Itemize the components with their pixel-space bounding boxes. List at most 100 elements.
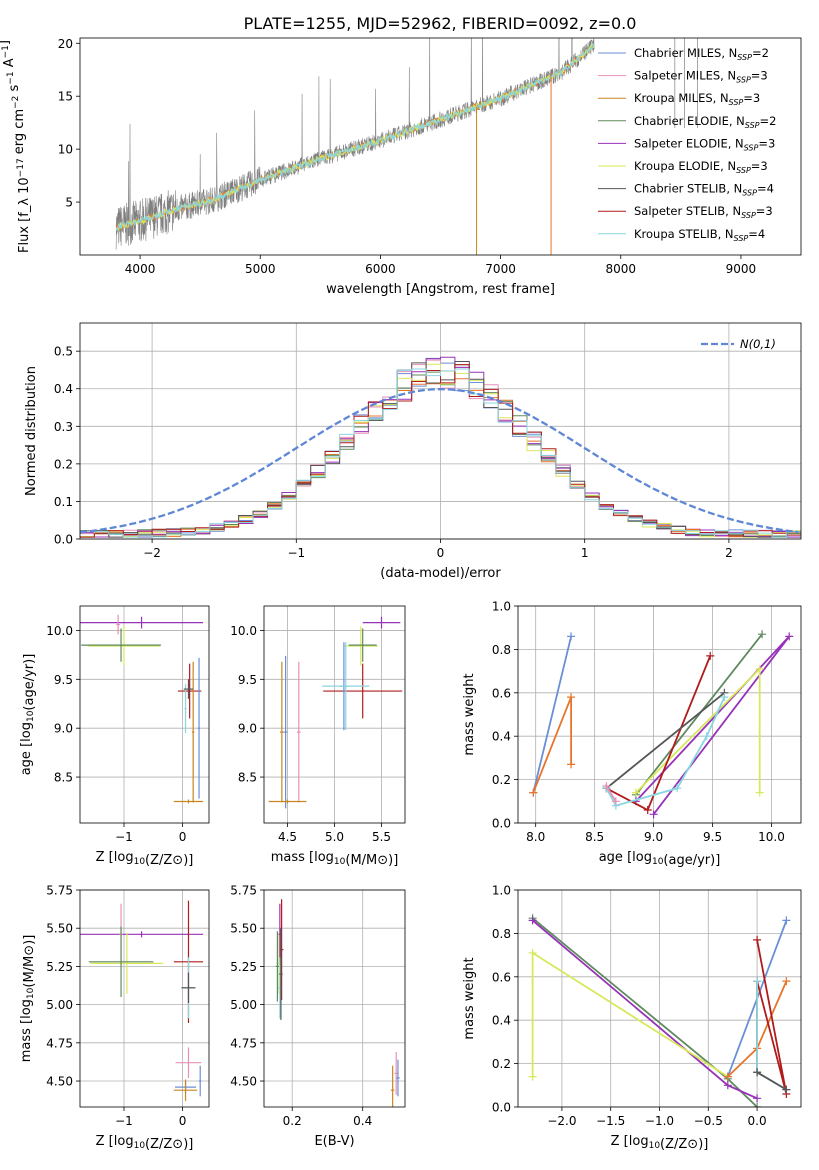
y-tick-label: 0.3: [54, 420, 73, 434]
model-spectrum: [115, 43, 595, 231]
mass-weight-marker: [567, 760, 576, 769]
x-tick-label: 8.5: [585, 830, 604, 844]
mass-weight-marker: [782, 916, 791, 925]
y-tick-label: 0.0: [492, 817, 511, 831]
legend-entry: Kroupa MILES, NSSP=3: [634, 91, 760, 107]
panel-residuals: −2 −1 0 1 2 0.0 0.1 0.2 0.3 0.4 0.5 (data-model)/er…: [24, 322, 802, 581]
observed-spectrum: [115, 38, 595, 250]
x-tick-label: 7000: [485, 262, 516, 276]
errorbar-point: [173, 1079, 198, 1101]
model-spectrum: [115, 43, 595, 232]
x-tick-label: 10.0: [758, 830, 785, 844]
errorbar-point: [283, 655, 288, 809]
errorbar-point: [296, 661, 301, 803]
x-tick-label: 2: [725, 546, 733, 560]
x-tick-label: 8000: [605, 262, 636, 276]
gaussian-reference-curve: [80, 387, 799, 534]
y-tick-label: 5.00: [230, 998, 257, 1012]
mass-weight-line: [532, 919, 758, 1100]
panel-mass_vs_Z: −1 0 4.50 4.75 5.00 5.25 5.50 5.75 Z [log10(Z/Z⊙…: [19, 884, 210, 1152]
y-tick-label: 1.0: [492, 600, 511, 614]
y-tick-label: 0.2: [492, 1057, 511, 1071]
mass-weight-marker: [755, 664, 764, 673]
mass-weight-marker: [649, 810, 658, 819]
errorbar-point: [268, 799, 307, 804]
x-axis-label: (data-model)/error: [380, 566, 501, 581]
errorbar-point: [279, 928, 283, 1020]
axes-frame: [263, 605, 406, 824]
mass-weight-marker: [753, 1094, 762, 1103]
legend-entry: N(0,1): [740, 337, 776, 351]
errorbar-point: [390, 1065, 395, 1107]
panel-spectrum: 4000 5000 6000 7000 8000 9000 5 10 15 20 wavelengt…: [0, 37, 802, 297]
errorbar-point: [175, 1047, 202, 1078]
errorbar-point: [197, 657, 201, 799]
y-tick-label: 9.0: [54, 722, 73, 736]
y-tick-label: 5.75: [46, 884, 73, 898]
legend-entry: Kroupa ELODIE, NSSP=3: [634, 159, 768, 175]
axes-frame: [79, 605, 210, 824]
x-tick-label: 0.0: [748, 1114, 767, 1128]
mass-weight-marker: [753, 977, 762, 986]
y-tick-label: 0.6: [492, 970, 511, 984]
x-tick-label: 0.2: [283, 1114, 302, 1128]
legend: Chabrier MILES, NSSP=2 Salpeter MILES, NS…: [598, 46, 776, 243]
y-tick-label: 9.5: [54, 673, 73, 687]
mass-weight-line: [605, 696, 726, 807]
x-tick-label: 5.5: [372, 830, 391, 844]
y-tick-label: 0.2: [54, 457, 73, 471]
errorbar-point: [181, 972, 196, 1004]
massweight_vs_Z-plot-area: [528, 914, 791, 1107]
y-tick-label: 0.6: [492, 686, 511, 700]
mass-weight-marker: [785, 632, 794, 641]
mass_vs_EBV-plot-area: [275, 899, 400, 1107]
y-axis-label: mass weight: [462, 957, 477, 1039]
y-tick-label: 8.5: [54, 771, 73, 785]
x-tick-label: 0: [179, 830, 187, 844]
mass-weight-marker: [631, 788, 640, 797]
x-tick-label: 0: [179, 1114, 187, 1128]
x-tick-label: 5.0: [325, 830, 344, 844]
y-tick-label: 20: [58, 37, 73, 51]
massweight_vs_age-plot-area: [529, 630, 794, 819]
y-tick-label: 4.75: [230, 1036, 257, 1050]
panel-age_vs_Z: −1 0 8.5 9.0 9.5 10.0 Z [log10(Z/Z⊙)] age [log1…: [19, 605, 210, 868]
x-axis-label: wavelength [Angstrom, rest frame]: [326, 282, 555, 297]
x-tick-label: −1: [115, 830, 133, 844]
errorbar-point: [348, 628, 377, 662]
mass-weight-marker: [702, 732, 711, 741]
x-tick-label: −1: [287, 546, 305, 560]
mass-weight-marker: [723, 1081, 732, 1090]
axes-frame: [79, 322, 802, 540]
mass-weight-line: [756, 1071, 787, 1091]
errorbar-point: [362, 616, 401, 629]
y-tick-label: 10.0: [230, 624, 257, 638]
axes-frame: [263, 889, 406, 1108]
mass-weight-line: [605, 785, 617, 802]
y-tick-label: 9.0: [238, 722, 257, 736]
axes-frame: [79, 889, 210, 1108]
age_vs_mass-plot-area: [268, 616, 403, 809]
x-tick-label: 4000: [125, 262, 156, 276]
errorbar-point: [87, 626, 161, 666]
y-tick-label: 8.5: [238, 771, 257, 785]
panel-massweight_vs_age: 8.0 8.5 9.0 9.5 10.0 0.0 0.2 0.4 0.6 0.8 1.0 age [l…: [462, 600, 802, 868]
y-tick-label: 0.4: [492, 730, 511, 744]
residual-plot-area: [80, 356, 801, 538]
y-tick-label: 0.2: [492, 773, 511, 787]
x-axis-label: mass [log10(M/M⊙)]: [271, 850, 399, 868]
y-tick-label: 10.0: [46, 624, 73, 638]
mass-weight-marker: [782, 1085, 791, 1094]
y-axis-label: mass [log10(M/M⊙)]: [19, 935, 37, 1063]
mass-weight-marker: [528, 1072, 537, 1081]
legend-entry: Salpeter ELODIE, NSSP=3: [634, 136, 775, 152]
mass_vs_Z-plot-area: [80, 900, 204, 1101]
errorbar-point: [177, 663, 202, 719]
legend-entry: Salpeter STELIB, NSSP=3: [634, 204, 773, 220]
x-tick-label: 0.4: [353, 1114, 372, 1128]
y-tick-label: 4.50: [46, 1075, 73, 1089]
errorbar-point: [173, 799, 204, 804]
y-tick-label: 5.50: [230, 922, 257, 936]
errorbar-point: [81, 628, 161, 662]
